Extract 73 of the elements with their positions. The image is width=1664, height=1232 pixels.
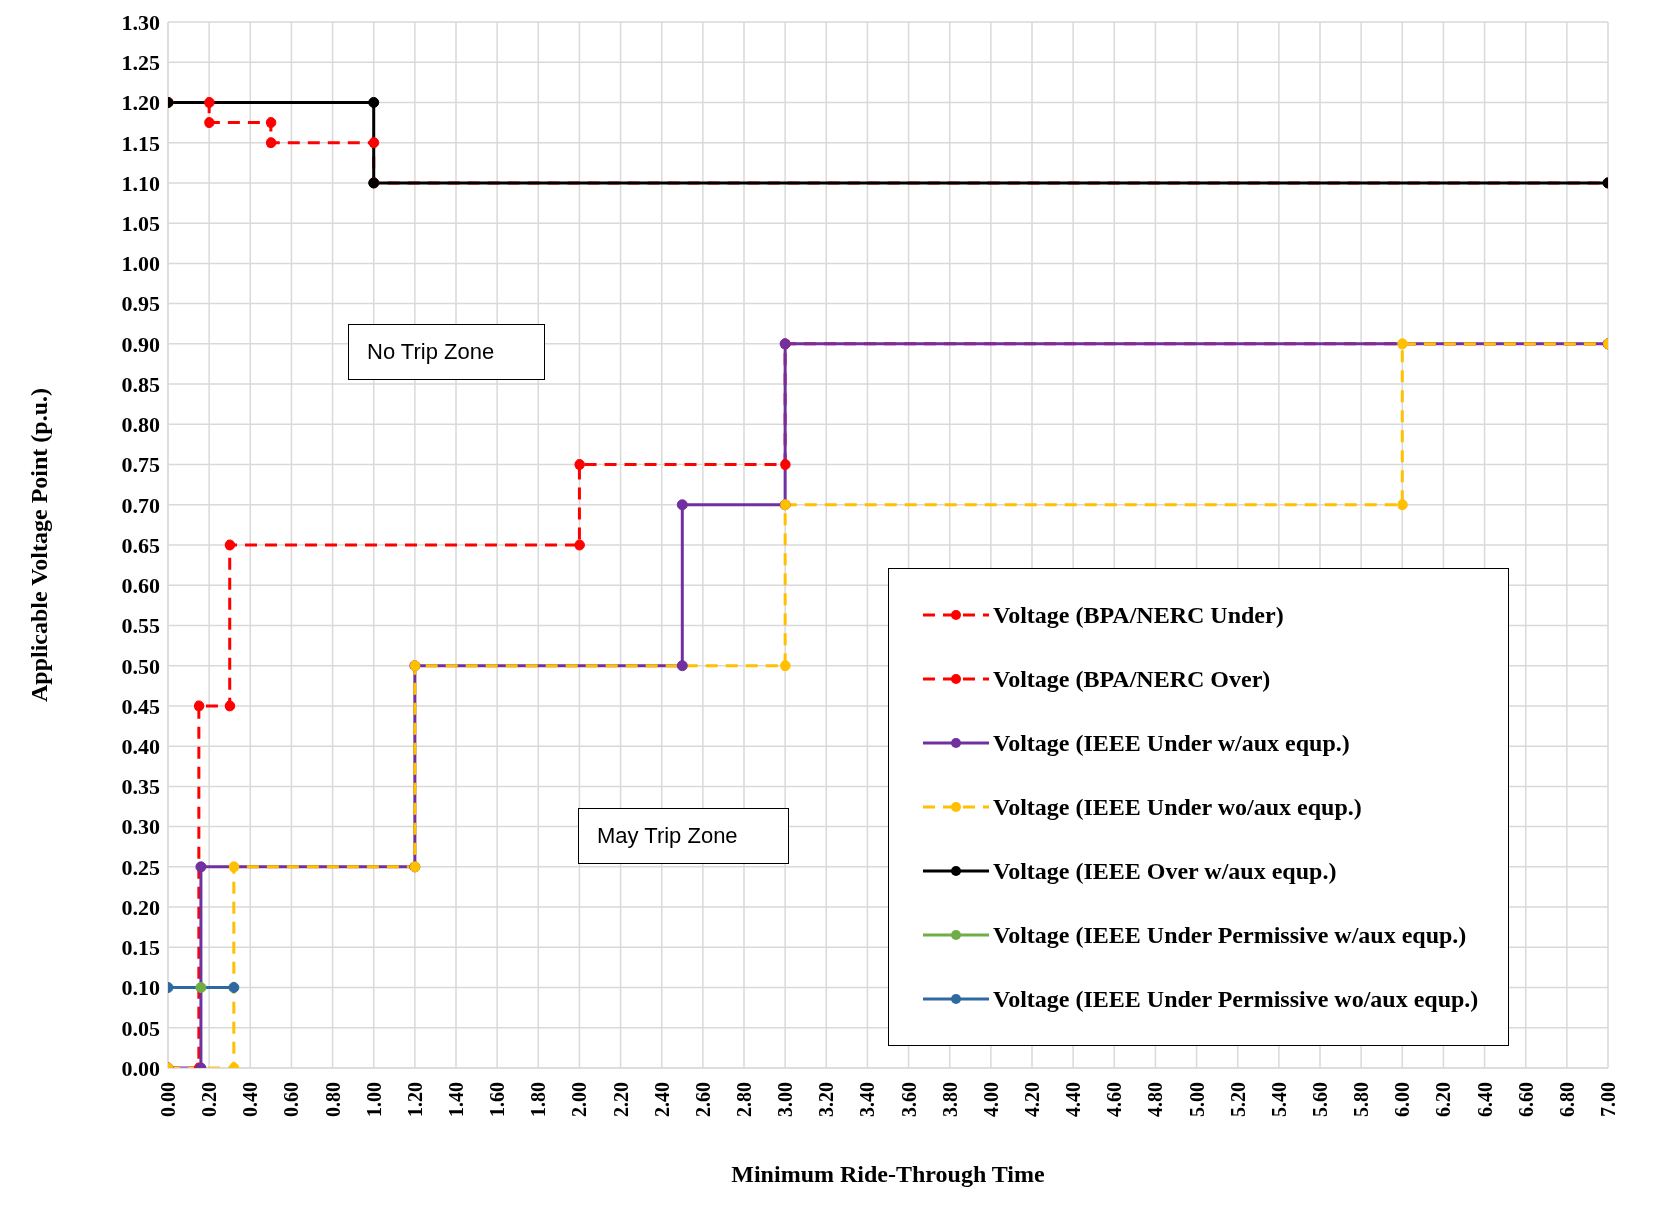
x-tick-label: 2.80 bbox=[733, 1082, 755, 1117]
x-tick-label: 3.00 bbox=[774, 1082, 797, 1117]
x-tick-label: 6.60 bbox=[1514, 1082, 1537, 1117]
x-tick-label: 1.60 bbox=[486, 1082, 509, 1117]
x-tick-label: 4.20 bbox=[1021, 1082, 1043, 1117]
y-tick-label: 0.60 bbox=[121, 573, 160, 599]
y-tick-label: 0.85 bbox=[121, 371, 160, 397]
y-tick-label: 0.80 bbox=[121, 412, 160, 438]
y-tick-label: 0.40 bbox=[121, 733, 160, 759]
x-tick-label: 0.40 bbox=[239, 1082, 262, 1117]
x-tick-label: 6.00 bbox=[1391, 1082, 1414, 1117]
y-tick-label: 0.30 bbox=[121, 814, 160, 840]
y-tick-label: 1.25 bbox=[121, 50, 160, 76]
y-tick-label: 0.95 bbox=[121, 291, 160, 317]
x-tick-label: 7.00 bbox=[1597, 1082, 1619, 1117]
legend-label: Voltage (IEEE Over w/aux equp.) bbox=[993, 857, 1337, 885]
x-tick-label: 1.00 bbox=[362, 1082, 385, 1117]
y-tick-label: 0.65 bbox=[121, 532, 160, 558]
x-tick-label: 1.20 bbox=[403, 1082, 426, 1117]
x-tick-label: 1.80 bbox=[527, 1082, 550, 1117]
y-tick-label: 0.10 bbox=[121, 975, 160, 1001]
x-tick-label: 4.00 bbox=[979, 1082, 1002, 1117]
y-tick-label: 0.75 bbox=[121, 452, 160, 478]
x-tick-label: 6.80 bbox=[1555, 1082, 1578, 1117]
y-tick-label: 0.45 bbox=[121, 693, 160, 719]
y-tick-label: 1.20 bbox=[121, 90, 160, 116]
y-tick-label: 0.20 bbox=[121, 894, 160, 920]
x-tick-label: 2.00 bbox=[568, 1082, 591, 1117]
annotation: May Trip Zone bbox=[578, 808, 789, 864]
y-tick-label: 0.90 bbox=[121, 331, 160, 357]
legend-label: Voltage (IEEE Under w/aux equp.) bbox=[993, 729, 1350, 757]
y-tick-label: 0.25 bbox=[121, 854, 160, 880]
x-tick-label: 2.20 bbox=[609, 1082, 632, 1117]
x-tick-label: 4.80 bbox=[1144, 1082, 1167, 1117]
y-tick-label: 0.35 bbox=[121, 774, 160, 800]
x-tick-label: 5.00 bbox=[1185, 1082, 1208, 1117]
x-tick-label: 4.60 bbox=[1103, 1082, 1126, 1117]
x-tick-label: 5.80 bbox=[1350, 1082, 1373, 1117]
y-tick-label: 1.30 bbox=[121, 9, 160, 35]
y-tick-label: 0.00 bbox=[121, 1055, 160, 1081]
y-tick-label: 1.15 bbox=[121, 130, 160, 156]
x-tick-label: 5.60 bbox=[1309, 1082, 1331, 1117]
x-tick-label: 3.80 bbox=[938, 1082, 961, 1117]
x-tick-label: 0.80 bbox=[321, 1082, 344, 1117]
y-tick-label: 0.55 bbox=[121, 613, 160, 639]
legend-label: Voltage (BPA/NERC Over) bbox=[993, 665, 1271, 693]
y-tick-label: 0.05 bbox=[121, 1015, 160, 1041]
y-tick-label: 1.10 bbox=[121, 170, 160, 196]
x-tick-label: 0.60 bbox=[280, 1082, 303, 1117]
x-tick-label: 5.40 bbox=[1267, 1082, 1290, 1117]
x-tick-label: 0.20 bbox=[198, 1082, 221, 1117]
x-tick-label: 5.20 bbox=[1226, 1082, 1249, 1117]
x-tick-label: 3.60 bbox=[897, 1082, 920, 1117]
legend-label: Voltage (IEEE Under Permissive wo/aux equp.) bbox=[993, 985, 1479, 1013]
y-tick-label: 0.15 bbox=[121, 935, 160, 961]
annotation: No Trip Zone bbox=[348, 324, 546, 380]
x-tick-label: 6.40 bbox=[1473, 1082, 1496, 1117]
x-tick-label: 3.20 bbox=[815, 1082, 838, 1117]
x-tick-label: 2.60 bbox=[691, 1082, 714, 1117]
legend-label: Voltage (BPA/NERC Under) bbox=[993, 601, 1284, 629]
x-tick-label: 1.40 bbox=[445, 1082, 467, 1117]
y-tick-label: 0.50 bbox=[121, 653, 160, 679]
y-tick-label: 0.70 bbox=[121, 492, 160, 518]
y-tick-label: 1.00 bbox=[121, 251, 160, 277]
legend-label: Voltage (IEEE Under Permissive w/aux equp.) bbox=[993, 921, 1467, 949]
y-tick-label: 1.05 bbox=[121, 210, 160, 236]
x-tick-label: 6.20 bbox=[1432, 1082, 1455, 1117]
x-axis-title: Minimum Ride-Through Time bbox=[731, 1161, 1046, 1187]
legend-label: Voltage (IEEE Under wo/aux equp.) bbox=[993, 793, 1362, 821]
x-tick-label: 3.40 bbox=[856, 1082, 879, 1117]
x-tick-label: 4.40 bbox=[1062, 1082, 1085, 1117]
x-tick-label: 2.40 bbox=[650, 1082, 673, 1117]
y-axis-title: Applicable Voltage Point (p.u.) bbox=[25, 387, 52, 703]
